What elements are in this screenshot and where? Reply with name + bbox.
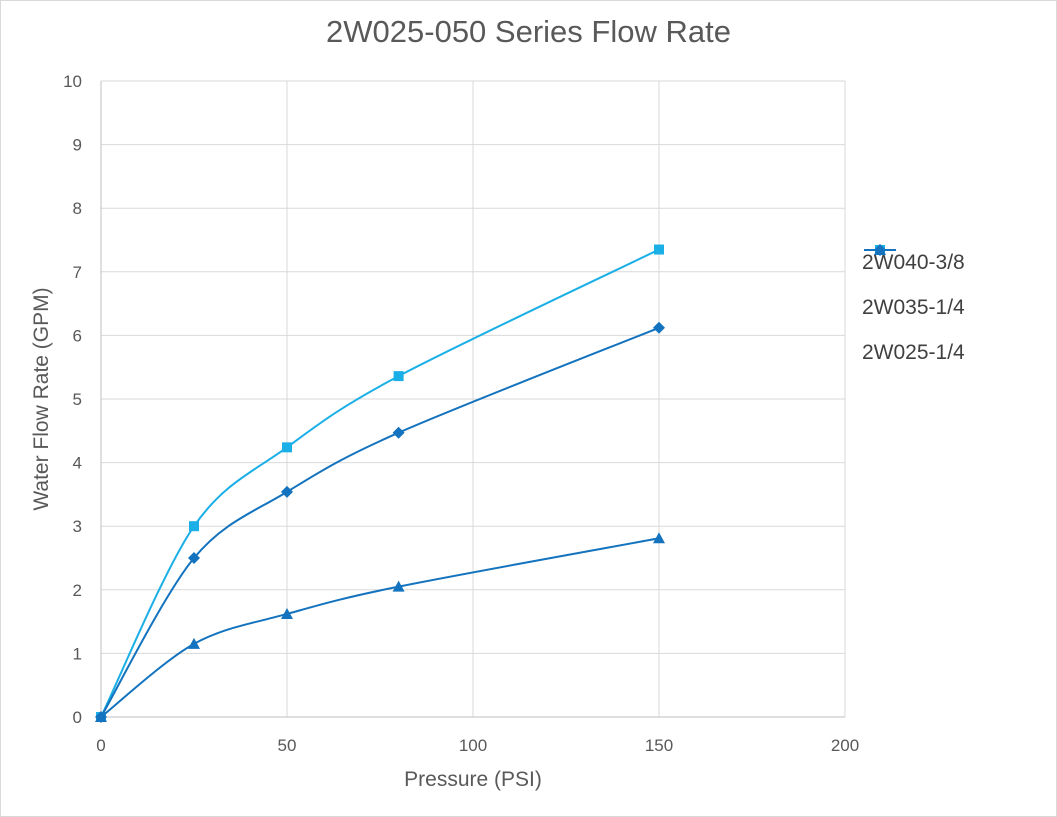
x-tick-label: 50 [278,736,297,755]
y-tick-label: 10 [63,72,82,91]
series-line [100,326,660,718]
y-tick-label: 0 [73,708,82,727]
data-point-square [282,442,292,453]
legend-label: 2W035-1/4 [862,295,965,319]
x-tick-label: 200 [831,736,859,755]
data-point-square [654,244,664,255]
y-tick-label: 7 [73,263,82,282]
y-tick-label: 6 [73,326,82,345]
y-tick-label: 3 [73,517,82,536]
y-axis-title: Water Flow Rate (GPM) [30,287,53,510]
legend-item: 2W025-1/4 [862,244,965,375]
series-1 [95,321,665,723]
data-point-diamond [653,321,665,334]
x-tick-label: 150 [645,736,673,755]
y-tick-label: 4 [73,454,82,473]
series-layer [95,244,665,723]
data-point-square [189,521,199,532]
x-axis-title: Pressure (PSI) [404,768,542,791]
data-point-diamond [281,485,293,498]
series-line [100,537,660,718]
data-point-triangle [653,532,665,544]
data-point-triangle [392,580,405,592]
data-point-triangle [188,637,200,649]
y-tick-label: 2 [73,581,82,600]
chart-title: 2W025-050 Series Flow Rate [326,14,731,49]
x-tick-label: 100 [459,736,487,755]
legend: 2W040-3/8 2W035-1/4 2W025-1/4 [862,240,965,375]
gridlines [101,80,846,717]
legend-marker-triangle [874,244,886,255]
series-0 [96,244,664,722]
series-line [100,248,660,718]
y-tick-label: 8 [73,199,82,218]
legend-label: 2W025-1/4 [862,340,965,364]
y-tick-label: 1 [73,644,82,663]
y-tick-label: 5 [73,390,82,409]
data-point-diamond [392,426,405,439]
series-2 [95,532,665,722]
data-point-diamond [188,552,200,564]
data-point-triangle [281,607,293,619]
legend-swatch [864,244,896,255]
legend-label: 2W040-3/8 [862,250,965,274]
data-point-square [393,371,404,382]
x-tick-label: 0 [96,736,105,755]
legend-item: 2W035-1/4 [862,244,965,330]
data-point-triangle [95,711,107,722]
y-tick-label: 9 [73,136,82,155]
axes [100,81,845,718]
